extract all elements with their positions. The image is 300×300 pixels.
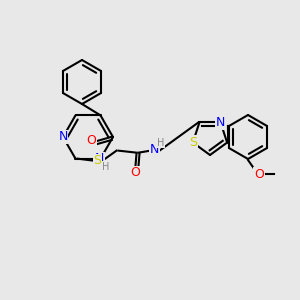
Text: H: H <box>102 162 109 172</box>
Text: N: N <box>95 152 104 165</box>
Text: S: S <box>94 154 101 167</box>
Text: O: O <box>86 134 96 148</box>
Text: O: O <box>130 166 140 179</box>
Text: N: N <box>216 116 225 129</box>
Text: N: N <box>150 143 159 156</box>
Text: O: O <box>254 167 264 181</box>
Text: H: H <box>157 138 164 148</box>
Text: N: N <box>58 130 68 143</box>
Text: S: S <box>189 136 197 149</box>
